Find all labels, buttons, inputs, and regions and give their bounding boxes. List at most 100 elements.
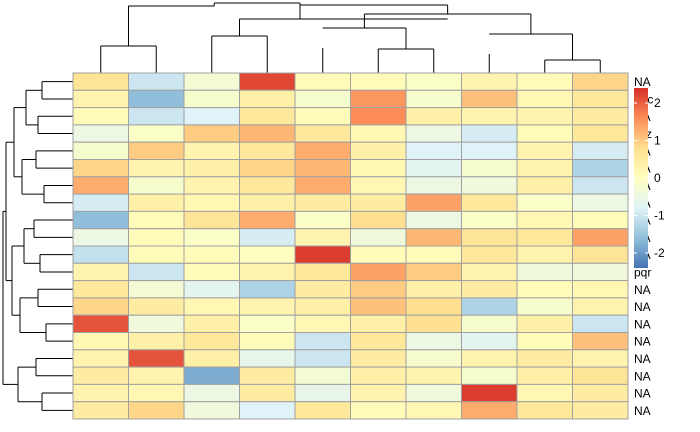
heatmap-cell: [461, 210, 518, 230]
heatmap-cell: [72, 193, 129, 212]
heatmap-cell: [72, 141, 129, 160]
heatmap-cell: [572, 89, 629, 109]
legend-tick-label: -1: [654, 209, 665, 223]
heatmap-cell: [128, 314, 185, 334]
heatmap-cell: [516, 332, 573, 351]
heatmap-cell: [516, 107, 573, 126]
heatmap-cell: [72, 124, 129, 143]
heatmap-cell: [72, 366, 129, 385]
heatmap-cell: [350, 297, 407, 316]
heatmap-cell: [405, 89, 462, 109]
heatmap-cell: [183, 297, 240, 316]
heatmap-cell: [405, 314, 462, 334]
row-label: NA: [634, 387, 651, 401]
heatmap-cell: [239, 349, 296, 368]
heatmap-cell: [294, 349, 351, 368]
heatmap-cell: [239, 107, 296, 126]
heatmap-cell: [294, 193, 351, 212]
heatmap-cell: [128, 176, 185, 195]
legend-color-bar: [634, 88, 648, 268]
heatmap-cell: [572, 401, 629, 420]
heatmap-cell: [72, 332, 129, 351]
heatmap-cell: [461, 245, 518, 264]
heatmap-cell: [405, 297, 462, 316]
heatmap-cell: [72, 176, 129, 195]
heatmap-cell: [461, 228, 518, 247]
heatmap-cell: [128, 89, 185, 109]
heatmap-cell: [516, 366, 573, 385]
heatmap-cell: [405, 176, 462, 195]
heatmap-cell: [516, 349, 573, 368]
row-label: NA: [634, 75, 651, 89]
heatmap-cell: [239, 89, 296, 109]
heatmap-cell: [461, 176, 518, 195]
heatmap-cell: [128, 107, 185, 126]
heatmap-cell: [405, 72, 462, 91]
heatmap-cell: [405, 124, 462, 143]
legend-tick-label: 0: [654, 171, 661, 185]
heatmap-cell: [516, 245, 573, 264]
heatmap-cell: [405, 280, 462, 299]
heatmap-cell: [183, 72, 240, 91]
row-label: pqr: [634, 265, 651, 279]
heatmap-cell: [183, 383, 240, 403]
heatmap-cell: [128, 245, 185, 264]
heatmap-cell: [128, 228, 185, 247]
row-label: NA: [634, 283, 651, 297]
heatmap-cell: [72, 349, 129, 368]
heatmap-cell: [405, 159, 462, 178]
heatmap-cell: [72, 159, 129, 178]
heatmap-cell: [516, 72, 573, 91]
heatmap-cell: [183, 332, 240, 351]
heatmap-cell: [294, 89, 351, 109]
heatmap-cell: [572, 366, 629, 385]
heatmap-cell: [350, 401, 407, 420]
heatmap-cell: [516, 314, 573, 334]
heatmap-cell: [516, 262, 573, 282]
heatmap-cell: [294, 228, 351, 247]
heatmap-cell: [350, 107, 407, 126]
heatmap-cell: [183, 159, 240, 178]
heatmap-cell: [183, 314, 240, 334]
heatmap-cell: [294, 107, 351, 126]
heatmap-cell: [239, 193, 296, 212]
heatmap-cell: [183, 107, 240, 126]
heatmap-cell: [461, 107, 518, 126]
heatmap-cell: [239, 141, 296, 160]
heatmap-cell: [461, 262, 518, 282]
heatmap-cell: [405, 141, 462, 160]
heatmap-cell: [516, 383, 573, 403]
heatmap-cell: [516, 141, 573, 160]
heatmap-cell: [72, 262, 129, 282]
heatmap-cell: [350, 332, 407, 351]
heatmap-cell: [183, 228, 240, 247]
heatmap-cell: [405, 383, 462, 403]
heatmap-cell: [572, 159, 629, 178]
heatmap-cell: [183, 401, 240, 420]
heatmap-cell: [72, 89, 129, 109]
heatmap-cell: [350, 141, 407, 160]
heatmap-cell: [516, 210, 573, 230]
heatmap-cell: [128, 210, 185, 230]
heatmap-cell: [239, 124, 296, 143]
heatmap-cell: [461, 89, 518, 109]
heatmap-cell: [183, 89, 240, 109]
heatmap-cell: [350, 124, 407, 143]
heatmap-cell: [294, 245, 351, 264]
heatmap-cell: [239, 314, 296, 334]
heatmap-cell: [572, 228, 629, 247]
heatmap-cell: [128, 193, 185, 212]
heatmap-cell: [128, 332, 185, 351]
heatmap-cell: [516, 280, 573, 299]
heatmap-cell: [572, 314, 629, 334]
heatmap-cell: [572, 383, 629, 403]
heatmap-cell: [516, 297, 573, 316]
heatmap-cell: [516, 89, 573, 109]
heatmap-cell: [350, 210, 407, 230]
heatmap-cell: [461, 366, 518, 385]
heatmap-cell: [461, 349, 518, 368]
row-label: NA: [634, 317, 651, 331]
heatmap-cell: [350, 159, 407, 178]
heatmap-cell: [461, 141, 518, 160]
